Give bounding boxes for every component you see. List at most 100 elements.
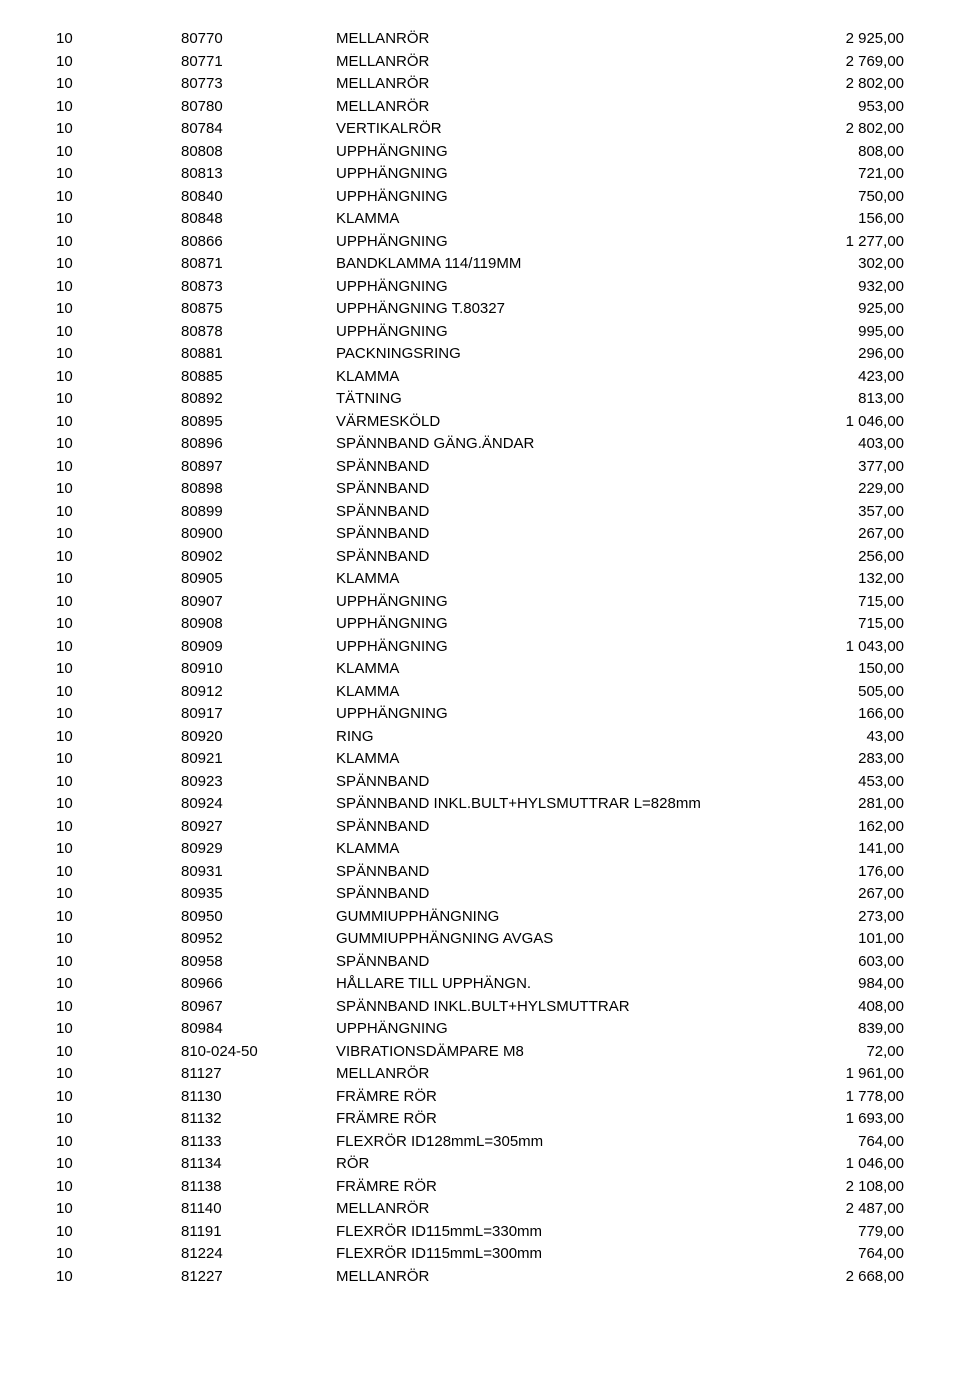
cell-partno: 80808 <box>181 141 336 164</box>
cell-code1: 10 <box>56 613 181 636</box>
cell-code1: 10 <box>56 208 181 231</box>
table-row: 1080871BANDKLAMMA 114/119MM302,00 <box>56 253 904 276</box>
table-row: 1080897SPÄNNBAND377,00 <box>56 456 904 479</box>
cell-code1: 10 <box>56 1266 181 1289</box>
cell-description: MELLANRÖR <box>336 96 809 119</box>
cell-partno: 80912 <box>181 681 336 704</box>
cell-price: 377,00 <box>809 456 904 479</box>
cell-price: 2 668,00 <box>809 1266 904 1289</box>
cell-code1: 10 <box>56 1131 181 1154</box>
cell-description: MELLANRÖR <box>336 73 809 96</box>
cell-description: UPPHÄNGNING <box>336 231 809 254</box>
table-row: 1080873UPPHÄNGNING932,00 <box>56 276 904 299</box>
cell-description: UPPHÄNGNING <box>336 636 809 659</box>
table-row: 1080950GUMMIUPPHÄNGNING273,00 <box>56 906 904 929</box>
cell-description: UPPHÄNGNING <box>336 141 809 164</box>
cell-partno: 80927 <box>181 816 336 839</box>
cell-code1: 10 <box>56 343 181 366</box>
cell-price: 764,00 <box>809 1131 904 1154</box>
table-row: 1080878UPPHÄNGNING995,00 <box>56 321 904 344</box>
cell-partno: 810-024-50 <box>181 1041 336 1064</box>
table-row: 1080909UPPHÄNGNING1 043,00 <box>56 636 904 659</box>
cell-code1: 10 <box>56 388 181 411</box>
cell-description: UPPHÄNGNING <box>336 186 809 209</box>
table-row: 1080908UPPHÄNGNING715,00 <box>56 613 904 636</box>
cell-price: 1 961,00 <box>809 1063 904 1086</box>
cell-partno: 80966 <box>181 973 336 996</box>
cell-description: SPÄNNBAND <box>336 861 809 884</box>
cell-price: 166,00 <box>809 703 904 726</box>
cell-description: SPÄNNBAND GÄNG.ÄNDAR <box>336 433 809 456</box>
price-list-page: 1080770MELLANRÖR2 925,001080771MELLANRÖR… <box>0 0 960 1316</box>
cell-code1: 10 <box>56 681 181 704</box>
cell-partno: 80784 <box>181 118 336 141</box>
cell-description: FLEXRÖR ID115mmL=300mm <box>336 1243 809 1266</box>
table-row: 1081140MELLANRÖR2 487,00 <box>56 1198 904 1221</box>
cell-description: UPPHÄNGNING <box>336 703 809 726</box>
cell-code1: 10 <box>56 231 181 254</box>
cell-price: 141,00 <box>809 838 904 861</box>
cell-price: 408,00 <box>809 996 904 1019</box>
cell-description: TÄTNING <box>336 388 809 411</box>
cell-partno: 80924 <box>181 793 336 816</box>
cell-price: 132,00 <box>809 568 904 591</box>
cell-description: KLAMMA <box>336 748 809 771</box>
cell-description: UPPHÄNGNING <box>336 321 809 344</box>
cell-price: 296,00 <box>809 343 904 366</box>
table-row: 1080984UPPHÄNGNING839,00 <box>56 1018 904 1041</box>
cell-partno: 80935 <box>181 883 336 906</box>
cell-price: 302,00 <box>809 253 904 276</box>
table-row: 1080895VÄRMESKÖLD1 046,00 <box>56 411 904 434</box>
cell-description: UPPHÄNGNING <box>336 591 809 614</box>
cell-partno: 80920 <box>181 726 336 749</box>
cell-price: 953,00 <box>809 96 904 119</box>
cell-description: SPÄNNBAND INKL.BULT+HYLSMUTTRAR <box>336 996 809 1019</box>
table-row: 1080898SPÄNNBAND229,00 <box>56 478 904 501</box>
cell-description: VIBRATIONSDÄMPARE M8 <box>336 1041 809 1064</box>
cell-description: KLAMMA <box>336 366 809 389</box>
cell-description: FRÄMRE RÖR <box>336 1086 809 1109</box>
cell-description: FRÄMRE RÖR <box>336 1176 809 1199</box>
cell-description: SPÄNNBAND <box>336 771 809 794</box>
cell-partno: 80770 <box>181 28 336 51</box>
cell-description: RING <box>336 726 809 749</box>
table-row: 1081224FLEXRÖR ID115mmL=300mm764,00 <box>56 1243 904 1266</box>
table-row: 1080773MELLANRÖR2 802,00 <box>56 73 904 96</box>
cell-code1: 10 <box>56 1063 181 1086</box>
cell-code1: 10 <box>56 1086 181 1109</box>
cell-code1: 10 <box>56 163 181 186</box>
cell-price: 101,00 <box>809 928 904 951</box>
cell-price: 43,00 <box>809 726 904 749</box>
cell-code1: 10 <box>56 433 181 456</box>
cell-description: MELLANRÖR <box>336 1198 809 1221</box>
table-row: 1080885KLAMMA423,00 <box>56 366 904 389</box>
cell-price: 2 108,00 <box>809 1176 904 1199</box>
cell-code1: 10 <box>56 928 181 951</box>
cell-partno: 80902 <box>181 546 336 569</box>
table-row: 1080966HÅLLARE TILL UPPHÄNGN.984,00 <box>56 973 904 996</box>
table-row: 1080892TÄTNING813,00 <box>56 388 904 411</box>
cell-partno: 80921 <box>181 748 336 771</box>
table-row: 1080881PACKNINGSRING296,00 <box>56 343 904 366</box>
table-row: 1081127MELLANRÖR1 961,00 <box>56 1063 904 1086</box>
table-row: 1081134RÖR1 046,00 <box>56 1153 904 1176</box>
cell-price: 2 487,00 <box>809 1198 904 1221</box>
cell-code1: 10 <box>56 1243 181 1266</box>
cell-partno: 80840 <box>181 186 336 209</box>
cell-price: 453,00 <box>809 771 904 794</box>
cell-description: SPÄNNBAND <box>336 546 809 569</box>
cell-price: 750,00 <box>809 186 904 209</box>
table-row: 1080840UPPHÄNGNING750,00 <box>56 186 904 209</box>
cell-description: KLAMMA <box>336 681 809 704</box>
cell-partno: 80917 <box>181 703 336 726</box>
table-row: 1081227MELLANRÖR2 668,00 <box>56 1266 904 1289</box>
table-row: 1080902SPÄNNBAND256,00 <box>56 546 904 569</box>
cell-code1: 10 <box>56 1198 181 1221</box>
cell-partno: 80813 <box>181 163 336 186</box>
cell-description: MELLANRÖR <box>336 28 809 51</box>
cell-partno: 81191 <box>181 1221 336 1244</box>
cell-partno: 80900 <box>181 523 336 546</box>
cell-price: 995,00 <box>809 321 904 344</box>
cell-code1: 10 <box>56 523 181 546</box>
table-row: 1080920RING43,00 <box>56 726 904 749</box>
